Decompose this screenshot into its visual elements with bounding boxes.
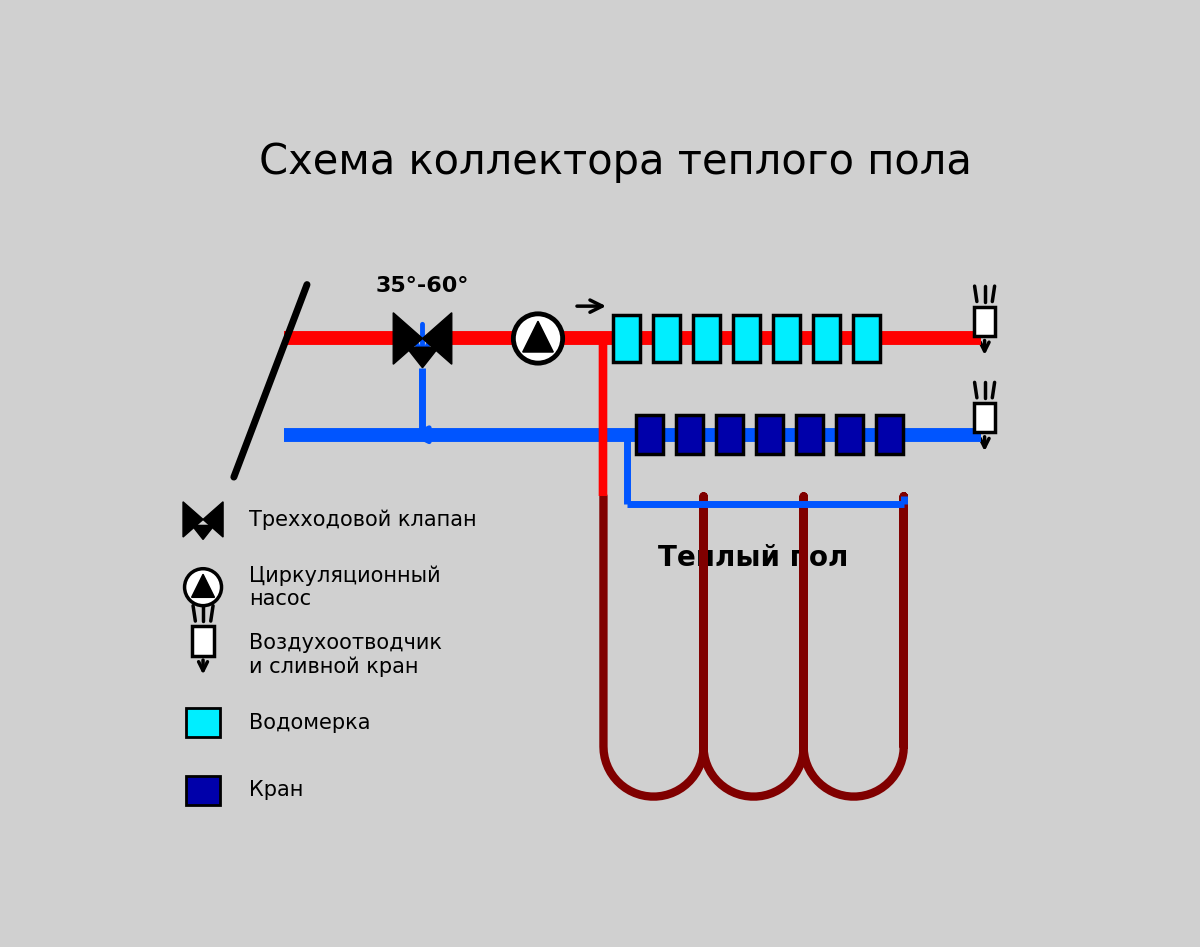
- Circle shape: [514, 313, 563, 363]
- Text: 35°-60°: 35°-60°: [376, 277, 469, 296]
- FancyBboxPatch shape: [613, 315, 640, 362]
- FancyBboxPatch shape: [186, 708, 221, 738]
- FancyBboxPatch shape: [653, 315, 680, 362]
- FancyBboxPatch shape: [716, 416, 743, 454]
- FancyBboxPatch shape: [677, 416, 703, 454]
- FancyBboxPatch shape: [797, 416, 823, 454]
- Text: Трехходовой клапан: Трехходовой клапан: [250, 509, 476, 529]
- Bar: [974, 307, 995, 336]
- Text: Кран: Кран: [250, 780, 304, 800]
- FancyBboxPatch shape: [876, 416, 904, 454]
- FancyBboxPatch shape: [836, 416, 863, 454]
- Polygon shape: [192, 574, 215, 598]
- FancyBboxPatch shape: [694, 315, 720, 362]
- Bar: [192, 627, 214, 655]
- Polygon shape: [394, 313, 422, 365]
- Text: Теплый пол: Теплый пол: [659, 544, 848, 572]
- FancyBboxPatch shape: [186, 776, 221, 805]
- Polygon shape: [422, 313, 451, 365]
- Polygon shape: [184, 502, 203, 537]
- Polygon shape: [407, 348, 438, 367]
- Polygon shape: [192, 526, 214, 540]
- Circle shape: [185, 569, 222, 606]
- Bar: [974, 403, 995, 433]
- Text: Воздухоотводчик
и сливной кран: Воздухоотводчик и сливной кран: [250, 633, 443, 677]
- FancyBboxPatch shape: [814, 315, 840, 362]
- FancyBboxPatch shape: [773, 315, 800, 362]
- Text: Схема коллектора теплого пола: Схема коллектора теплого пола: [258, 140, 972, 183]
- Polygon shape: [523, 321, 553, 352]
- FancyBboxPatch shape: [756, 416, 784, 454]
- FancyBboxPatch shape: [853, 315, 881, 362]
- Text: Циркуляционный
насос: Циркуляционный насос: [250, 565, 440, 609]
- Text: Водомерка: Водомерка: [250, 713, 371, 733]
- Polygon shape: [203, 502, 223, 537]
- FancyBboxPatch shape: [636, 416, 664, 454]
- FancyBboxPatch shape: [733, 315, 760, 362]
